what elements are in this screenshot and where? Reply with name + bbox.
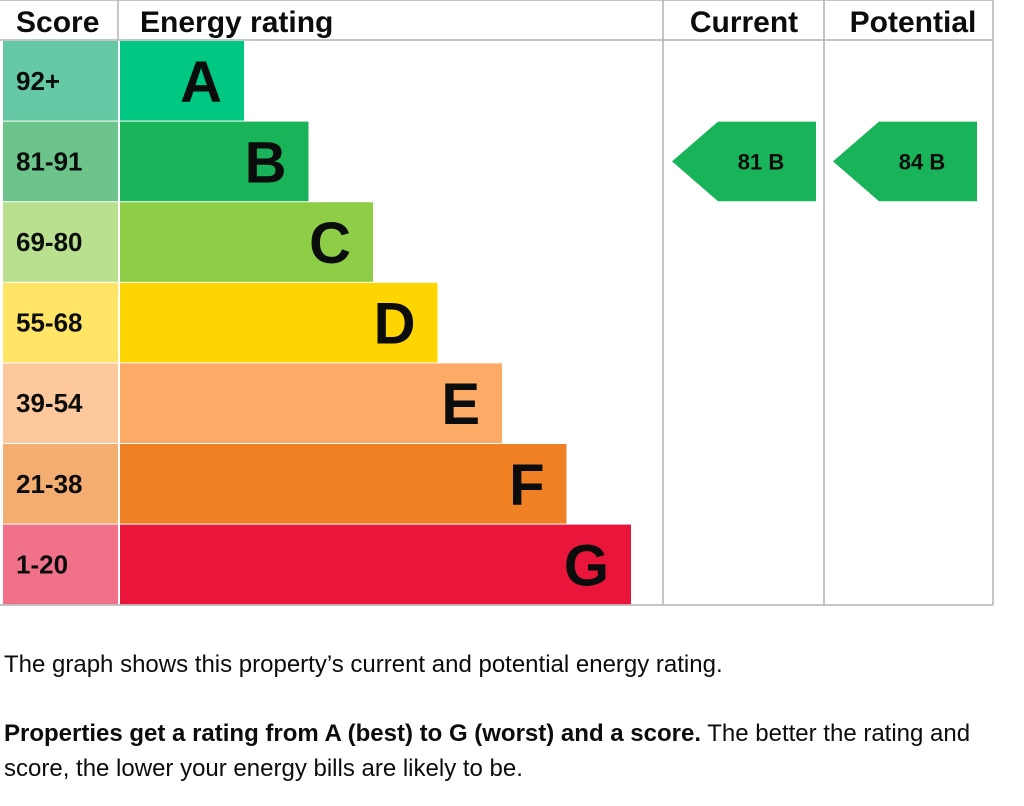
score-cell-b [3, 121, 118, 202]
chart-description: The graph shows this property’s current … [4, 651, 723, 678]
header-potential: Potential [850, 6, 977, 39]
rating-bar-g [120, 524, 631, 605]
rating-letter-a: A [180, 50, 222, 115]
score-cell-f [3, 444, 118, 524]
potential-rating-label: 84 B [899, 149, 945, 174]
current-arrow-shape [672, 121, 816, 202]
score-cell-a [3, 41, 118, 121]
score-range-f: 21-38 [16, 469, 83, 499]
rating-explanation-bold: Properties get a rating from A (best) to… [4, 720, 701, 747]
score-range-c: 69-80 [16, 227, 83, 257]
potential-arrow-shape [833, 121, 977, 202]
score-cell-c [3, 202, 118, 282]
rating-letter-b: B [245, 130, 287, 195]
score-cell-g [3, 524, 118, 605]
rating-bar-e [120, 363, 502, 443]
score-range-g: 1-20 [16, 549, 68, 579]
rating-bar-f [120, 444, 567, 524]
potential-rating-arrow: 84 B [833, 121, 977, 202]
rating-letter-e: E [441, 372, 480, 437]
score-cell-d [3, 282, 118, 363]
score-cell-e [3, 363, 118, 443]
current-rating-label: 81 B [738, 149, 784, 174]
rating-letter-c: C [309, 211, 351, 276]
header-energy-rating: Energy rating [140, 6, 333, 39]
header-score: Score [16, 6, 99, 39]
rating-bar-c [120, 202, 373, 282]
current-rating-arrow: 81 B [672, 121, 816, 202]
score-range-a: 92+ [16, 66, 60, 96]
rating-bar-d [120, 282, 438, 363]
energy-rating-chart: Score Energy rating Current Potential 92… [0, 0, 994, 606]
rating-letter-f: F [509, 453, 544, 518]
score-range-e: 39-54 [16, 388, 83, 418]
rating-bands: 92+ A 81-91 B 69-80 C 55-68 D 39-54 E 21-38 F 1-20 G [3, 41, 631, 605]
rating-letter-d: D [374, 292, 416, 357]
header-current: Current [690, 6, 798, 39]
rating-explanation-rest: The better the rating and score, the low… [4, 720, 971, 782]
rating-bar-b [120, 121, 309, 202]
chart-grid [0, 0, 994, 606]
score-range-b: 81-91 [16, 146, 83, 176]
score-range-d: 55-68 [16, 308, 83, 338]
rating-bar-a [120, 41, 244, 121]
rating-letter-g: G [564, 533, 609, 598]
rating-explanation: Properties get a rating from A (best) to… [4, 716, 1004, 786]
